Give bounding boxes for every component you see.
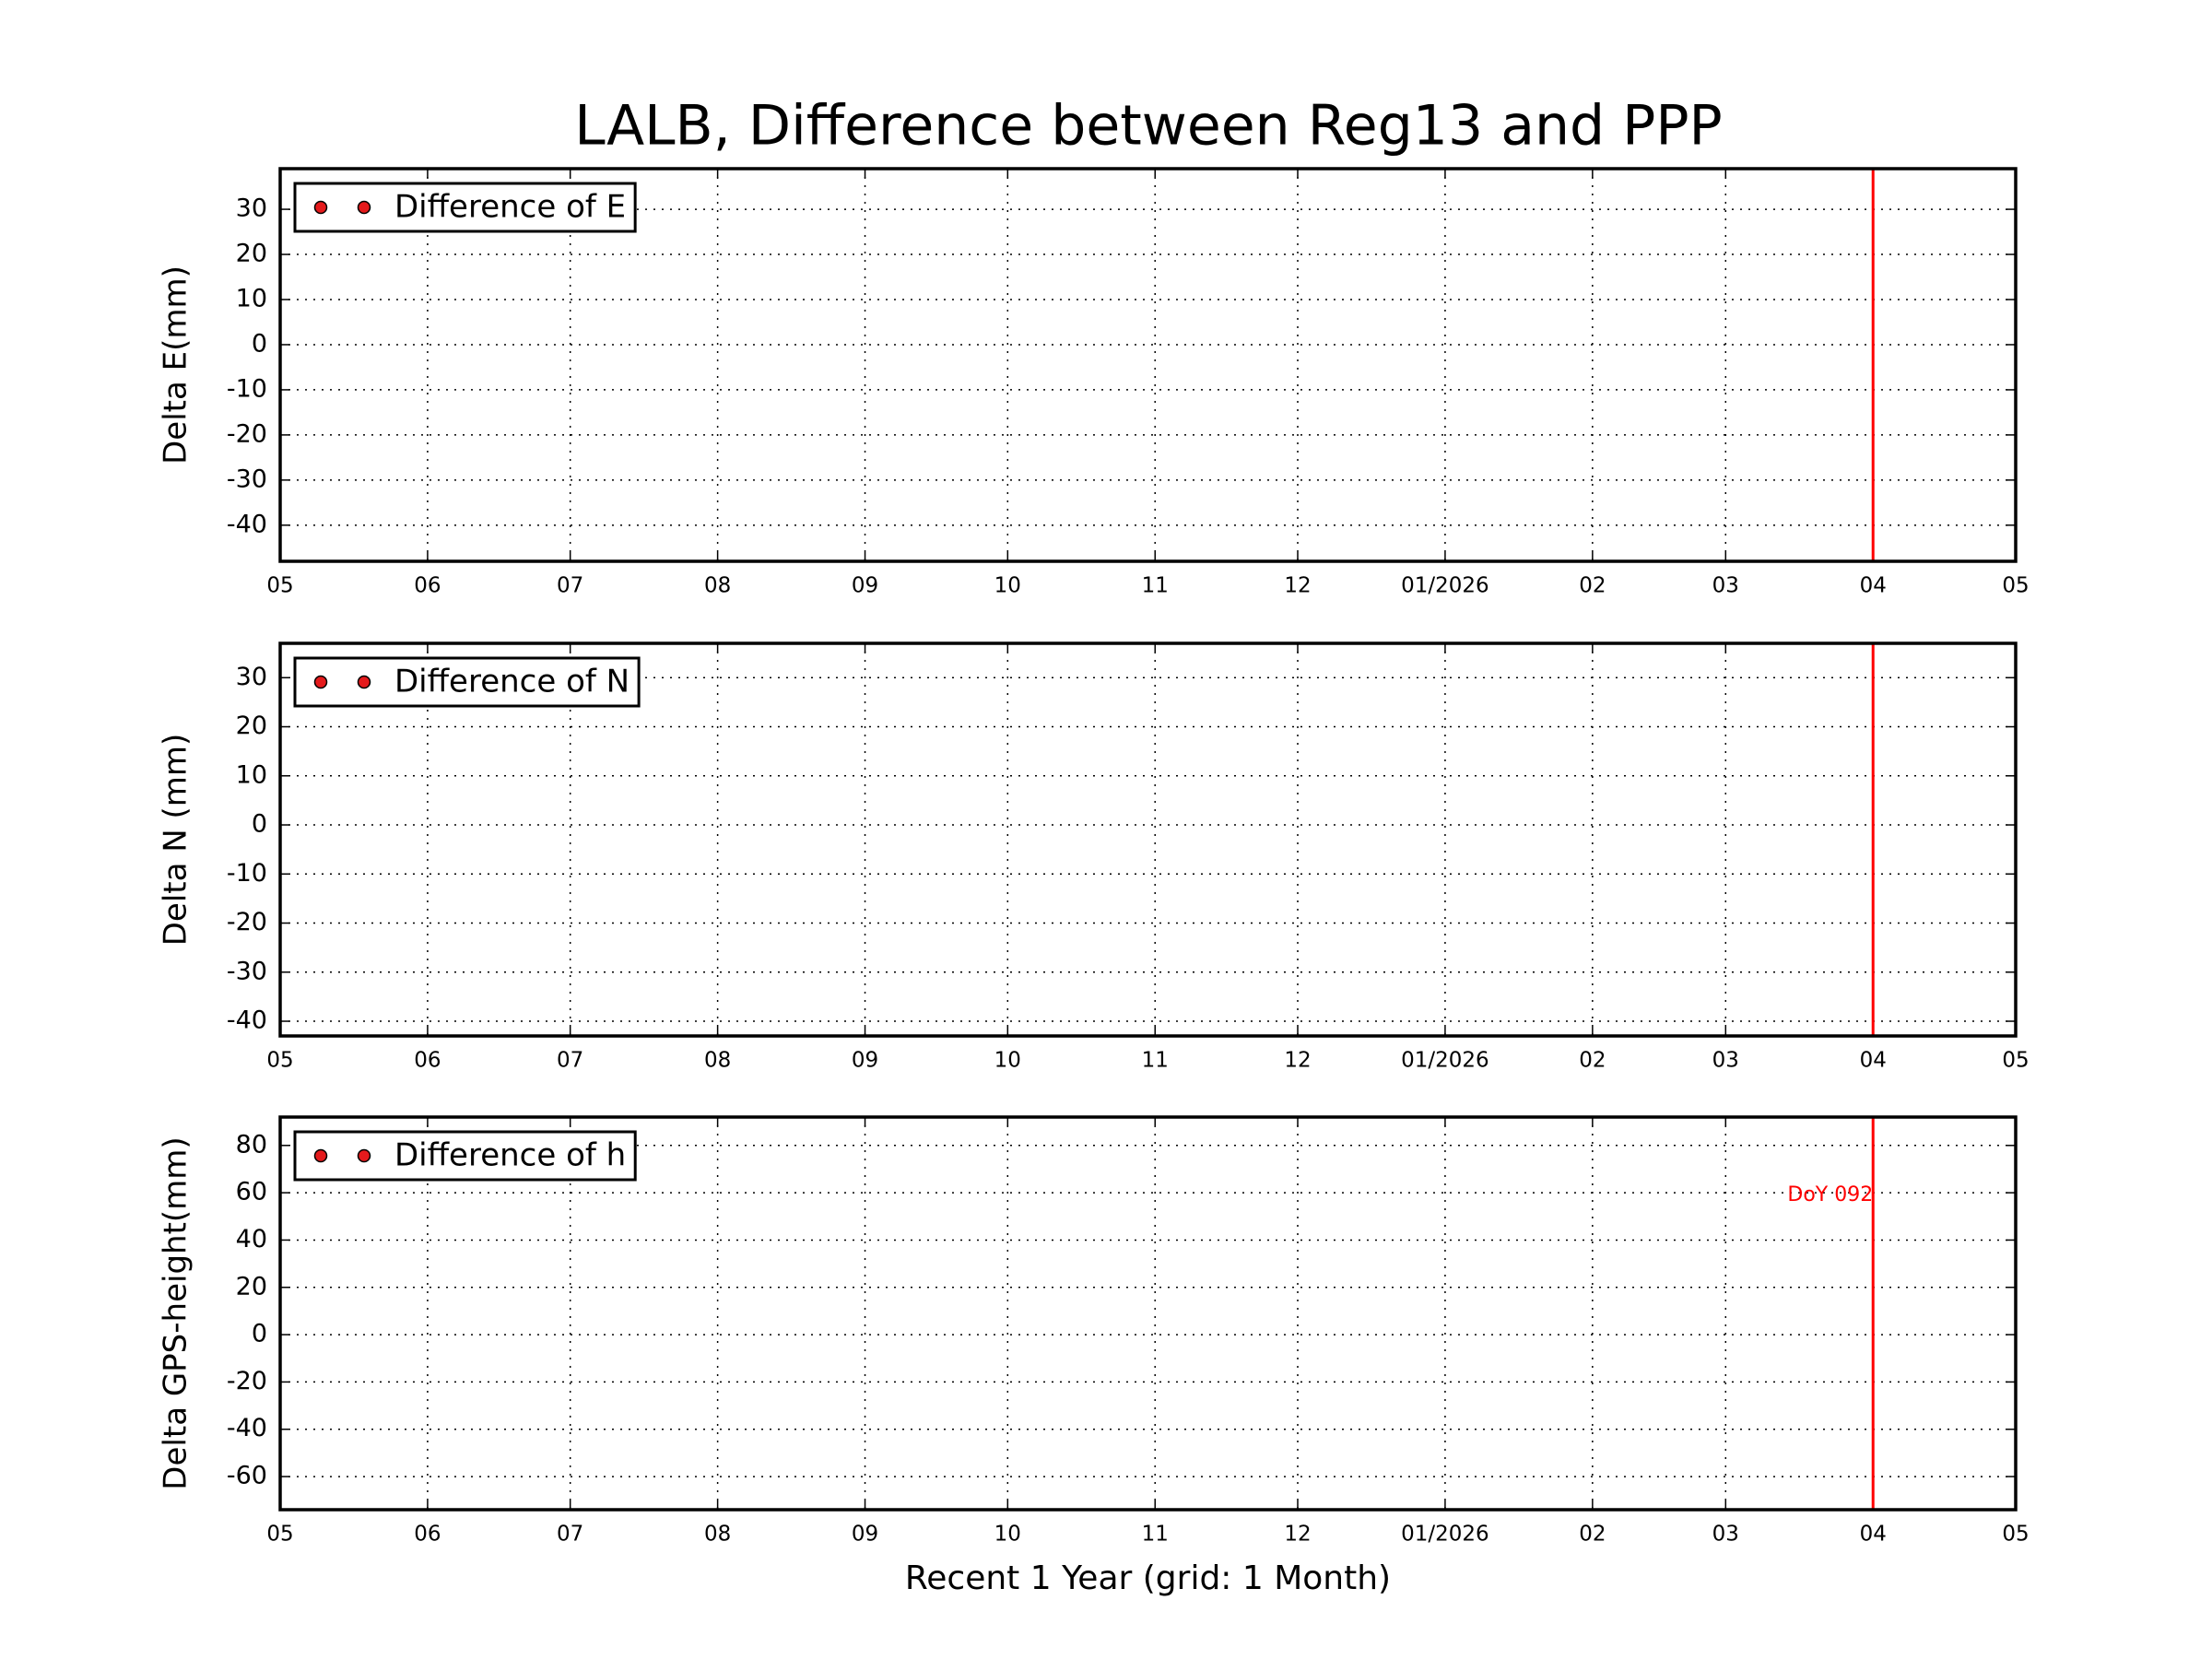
x-tick-label: 02: [1579, 1049, 1606, 1073]
x-tick-label: 09: [852, 1523, 878, 1547]
plot-frame: [278, 1115, 2018, 1512]
x-tick-label: 06: [414, 1049, 441, 1073]
legend-box: [293, 656, 641, 708]
x-tick-label: 12: [1284, 1523, 1311, 1547]
legend-marker: [357, 200, 371, 215]
x-tick-label: 07: [557, 1049, 583, 1073]
plot-frame: [278, 641, 2018, 1038]
x-tick-label: 04: [1860, 1523, 1887, 1547]
y-axis-label: Delta E(mm): [158, 265, 194, 465]
x-tick-label: 05: [2002, 574, 2029, 598]
x-tick-label: 01/2026: [1401, 1049, 1489, 1073]
x-tick-label: 03: [1712, 1523, 1739, 1547]
y-axis-label: Delta N (mm): [158, 734, 194, 947]
x-tick-label: 02: [1579, 574, 1606, 598]
legend-marker: [357, 675, 371, 689]
x-tick-label: 08: [704, 1523, 731, 1547]
y-tick-label: 20: [236, 1272, 267, 1300]
legend-marker: [313, 200, 328, 215]
y-tick-label: -20: [227, 419, 267, 448]
x-axis-label: Recent 1 Year (grid: 1 Month): [905, 1559, 1391, 1597]
y-tick-label: -40: [227, 510, 267, 538]
y-tick-label: 20: [236, 240, 267, 268]
legend-marker: [313, 675, 328, 689]
legend-label: Difference of E: [394, 189, 626, 226]
y-tick-label: -10: [227, 859, 267, 888]
x-tick-label: 01/2026: [1401, 574, 1489, 598]
x-tick-label: 10: [994, 1049, 1021, 1073]
legend-label: Difference of N: [394, 664, 629, 700]
x-tick-label: 11: [1142, 1049, 1169, 1073]
figure-title: LALB, Difference between Reg13 and PPP: [574, 94, 1722, 159]
legend-label: Difference of h: [394, 1137, 626, 1174]
x-tick-label: 07: [557, 1523, 583, 1547]
y-tick-label: 60: [236, 1178, 267, 1206]
x-tick-label: 11: [1142, 574, 1169, 598]
x-tick-label: 06: [414, 1523, 441, 1547]
x-tick-label: 08: [704, 574, 731, 598]
x-tick-label: 09: [852, 1049, 878, 1073]
y-tick-label: 30: [236, 194, 267, 223]
legend-marker: [313, 1148, 328, 1163]
legend-marker: [357, 1148, 371, 1163]
x-tick-label: 09: [852, 574, 878, 598]
y-tick-label: -20: [227, 1367, 267, 1395]
legend: Difference of h: [293, 1130, 637, 1182]
x-tick-label: 05: [2002, 1049, 2029, 1073]
x-tick-label: 07: [557, 574, 583, 598]
x-tick-label: 03: [1712, 574, 1739, 598]
x-tick-label: 08: [704, 1049, 731, 1073]
x-tick-label: 01/2026: [1401, 1523, 1489, 1547]
y-tick-label: -20: [227, 908, 267, 936]
x-tick-label: 10: [994, 574, 1021, 598]
x-tick-label: 04: [1860, 574, 1887, 598]
y-tick-label: 30: [236, 663, 267, 691]
plot-frame: [278, 167, 2018, 563]
x-tick-label: 02: [1579, 1523, 1606, 1547]
legend: Difference of E: [293, 182, 637, 233]
legend: Difference of N: [293, 656, 641, 708]
y-tick-label: 0: [252, 329, 267, 358]
y-tick-label: -30: [227, 465, 267, 493]
legend-box: [293, 182, 637, 233]
x-tick-label: 05: [2002, 1523, 2029, 1547]
y-tick-label: -60: [227, 1462, 267, 1490]
y-axis-label: Delta GPS-height(mm): [158, 1136, 194, 1489]
x-tick-label: 04: [1860, 1049, 1887, 1073]
x-tick-label: 06: [414, 574, 441, 598]
y-tick-label: -40: [227, 1414, 267, 1442]
x-tick-label: 05: [266, 1049, 293, 1073]
y-tick-label: -10: [227, 374, 267, 403]
y-tick-label: 20: [236, 712, 267, 740]
x-tick-label: 05: [266, 574, 293, 598]
y-tick-label: 80: [236, 1130, 267, 1159]
y-tick-label: -40: [227, 1006, 267, 1035]
legend-box: [293, 1130, 637, 1182]
x-tick-label: 05: [266, 1523, 293, 1547]
x-tick-label: 03: [1712, 1049, 1739, 1073]
y-tick-label: 10: [236, 760, 267, 789]
y-tick-label: 10: [236, 285, 267, 313]
x-tick-label: 12: [1284, 1049, 1311, 1073]
x-tick-label: 11: [1142, 1523, 1169, 1547]
y-tick-label: 0: [252, 1320, 267, 1348]
y-tick-label: -30: [227, 957, 267, 985]
x-tick-label: 10: [994, 1523, 1021, 1547]
x-tick-label: 12: [1284, 574, 1311, 598]
y-tick-label: 0: [252, 810, 267, 839]
y-tick-label: 40: [236, 1225, 267, 1253]
annotation: DoY 092: [1787, 1183, 1873, 1206]
